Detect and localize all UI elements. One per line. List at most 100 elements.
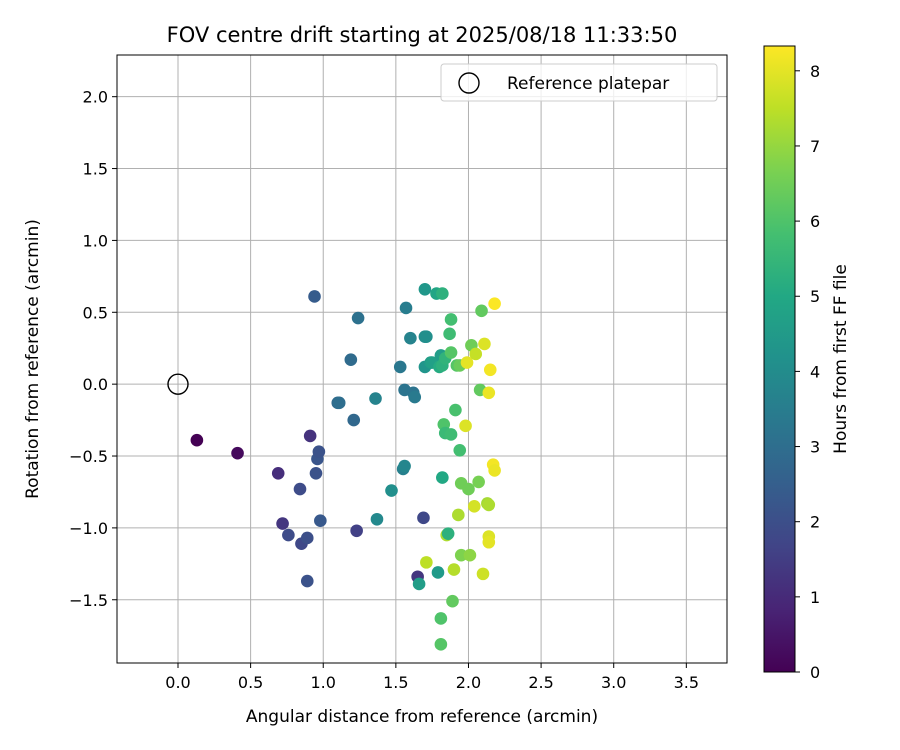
data-point (482, 535, 496, 549)
data-point (370, 512, 384, 526)
data-point (444, 428, 458, 441)
data-point (399, 301, 413, 315)
data-point (420, 556, 433, 569)
x-tick-label: 3.0 (601, 673, 626, 692)
data-point (412, 577, 426, 591)
data-point (459, 419, 472, 433)
data-point (467, 500, 481, 513)
y-tick-label: 0.5 (83, 303, 108, 322)
data-point (351, 311, 365, 325)
data-point (312, 445, 326, 459)
data-point (347, 413, 361, 427)
legend-marker (458, 72, 480, 94)
data-point (449, 403, 462, 417)
data-point (469, 347, 483, 361)
colorbar: 0 1 2 3 4 5 6 7 8 Hours from first FF file (763, 45, 851, 682)
data-point (482, 386, 496, 400)
data-point (404, 331, 417, 345)
y-tick-label: 1.5 (83, 160, 108, 179)
y-tick-label: −0.5 (69, 447, 108, 466)
colorbar-tick-label: 6 (810, 212, 820, 231)
data-point (462, 482, 475, 496)
colorbar-tick-label: 0 (810, 663, 820, 682)
x-tick-label: 2.5 (528, 673, 553, 692)
x-tick-label: 1.5 (383, 673, 408, 692)
x-tick-label: 2.0 (456, 673, 481, 692)
data-point (190, 433, 204, 447)
y-axis-ticks: −1.5 −1.0 −0.5 0.0 0.5 1.0 1.5 2.0 (69, 88, 117, 610)
data-point (417, 511, 430, 525)
chart-title: FOV centre drift starting at 2025/08/18 … (167, 23, 678, 47)
data-point (276, 517, 289, 530)
colorbar-tick-label: 7 (810, 137, 820, 156)
data-point (488, 297, 501, 310)
legend-label: Reference platepar (507, 74, 669, 94)
colorbar-tick-label: 8 (810, 62, 820, 81)
data-point (446, 594, 459, 608)
data-point (398, 459, 411, 473)
y-tick-label: −1.0 (69, 519, 108, 538)
data-point (453, 443, 467, 457)
data-point (454, 548, 468, 562)
data-point (293, 482, 307, 496)
x-axis-ticks: 0.0 0.5 1.0 1.5 2.0 2.5 3.0 3.5 (165, 663, 699, 692)
colorbar-ticks: 0 1 2 3 4 5 6 7 8 (795, 62, 820, 682)
data-point (300, 574, 314, 588)
data-point (436, 287, 449, 300)
legend-box (440, 63, 718, 102)
data-point (385, 484, 398, 497)
y-axis-label: Rotation from reference (arcmin) (23, 219, 43, 499)
data-point (344, 353, 358, 367)
x-tick-label: 0.0 (165, 673, 190, 692)
data-point (303, 429, 317, 443)
x-tick-label: 3.5 (674, 673, 699, 692)
data-point (231, 446, 244, 460)
data-point (441, 527, 455, 540)
y-tick-label: 1.0 (83, 231, 108, 250)
data-point (452, 508, 465, 522)
data-point (309, 466, 323, 480)
x-tick-label: 0.5 (238, 673, 263, 692)
data-points (190, 282, 501, 651)
data-point (308, 290, 321, 303)
y-tick-label: 0.0 (83, 375, 108, 394)
plot-frame (116, 54, 728, 664)
x-tick-label: 1.0 (311, 673, 336, 692)
data-point (332, 396, 346, 410)
data-point (482, 498, 496, 512)
data-point (483, 363, 497, 377)
data-point (300, 531, 314, 545)
data-point (282, 528, 295, 542)
data-point (418, 282, 432, 296)
data-point (314, 514, 327, 528)
data-point (408, 390, 422, 404)
data-point (472, 475, 485, 489)
data-point (369, 392, 382, 405)
colorbar-tick-label: 3 (810, 438, 820, 457)
data-point (444, 346, 458, 359)
data-point (488, 464, 501, 477)
data-point (436, 471, 449, 484)
grid-lines (117, 55, 727, 663)
reference-marker (167, 373, 189, 395)
reference-marker-group (167, 373, 189, 395)
data-point (476, 567, 490, 581)
data-point (420, 330, 433, 344)
colorbar-label: Hours from first FF file (831, 264, 851, 454)
y-tick-label: 2.0 (83, 88, 108, 107)
data-point (443, 327, 456, 341)
data-point (475, 304, 488, 318)
data-point (444, 313, 458, 326)
colorbar-tick-label: 2 (810, 513, 820, 532)
colorbar-tick-label: 1 (810, 588, 820, 607)
legend: Reference platepar (440, 63, 718, 102)
colorbar-tick-label: 5 (810, 287, 820, 306)
data-point (393, 360, 407, 374)
colorbar-tick-label: 4 (810, 362, 820, 381)
data-point (350, 524, 363, 538)
data-point (434, 638, 448, 651)
data-point (271, 466, 285, 480)
data-point (463, 548, 477, 562)
data-point (447, 563, 461, 576)
